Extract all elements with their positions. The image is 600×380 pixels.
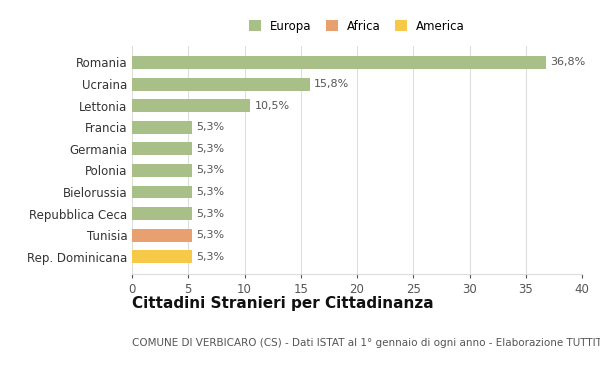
Text: Cittadini Stranieri per Cittadinanza: Cittadini Stranieri per Cittadinanza [132, 296, 434, 311]
Text: 5,3%: 5,3% [196, 144, 224, 154]
Bar [132, 99, 250, 112]
Text: 15,8%: 15,8% [314, 79, 349, 89]
Text: 36,8%: 36,8% [551, 57, 586, 67]
Text: 5,3%: 5,3% [196, 122, 224, 132]
Text: 5,3%: 5,3% [196, 165, 224, 176]
Legend: Europa, Africa, America: Europa, Africa, America [244, 15, 470, 38]
Text: 5,3%: 5,3% [196, 209, 224, 218]
Bar [132, 164, 191, 177]
Bar [132, 142, 191, 155]
Bar [132, 185, 191, 198]
Bar [132, 250, 191, 263]
Bar [132, 56, 546, 69]
Bar [132, 121, 191, 134]
Text: 5,3%: 5,3% [196, 252, 224, 262]
Text: COMUNE DI VERBICARO (CS) - Dati ISTAT al 1° gennaio di ogni anno - Elaborazione : COMUNE DI VERBICARO (CS) - Dati ISTAT al… [132, 338, 600, 348]
Bar [132, 229, 191, 242]
Text: 5,3%: 5,3% [196, 230, 224, 240]
Bar [132, 78, 310, 90]
Text: 5,3%: 5,3% [196, 187, 224, 197]
Bar [132, 207, 191, 220]
Text: 10,5%: 10,5% [254, 101, 290, 111]
